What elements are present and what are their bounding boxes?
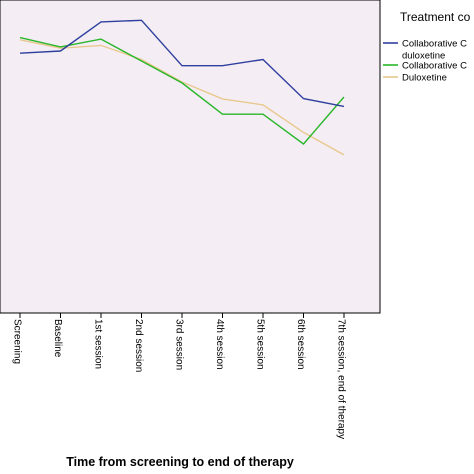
plot-area: [0, 0, 381, 314]
x-axis-label: Time from screening to end of therapy: [66, 455, 294, 469]
legend: Treatment co Collaborative CduloxetineCo…: [383, 10, 471, 84]
x-tick-label: Screening: [11, 319, 22, 364]
series-line-2: [19, 36, 345, 145]
x-tick-label: 5th session: [254, 319, 265, 370]
legend-label-1: Collaborative C: [402, 39, 467, 50]
series-layer: [19, 19, 345, 156]
x-tick-label: 1st session: [92, 319, 103, 369]
legend-label-2: Collaborative C: [402, 61, 467, 72]
legend-label-3: Duloxetine: [402, 73, 447, 84]
x-tick-label: 4th session: [214, 319, 225, 370]
x-tick-label: 6th session: [295, 319, 306, 370]
x-tick-label: Baseline: [52, 319, 63, 358]
series-line-3: [19, 39, 345, 156]
x-tick-label: 3rd session: [173, 319, 184, 370]
x-tick-label: 2nd session: [133, 319, 144, 372]
legend-title: Treatment co: [400, 10, 471, 24]
x-axis: Screening Baseline 1st session 2nd session 3…: [11, 313, 346, 439]
legend-label-1-line2: duloxetine: [402, 51, 445, 62]
series-line-1: [19, 19, 345, 108]
x-tick-label: 7th session, end of therapy: [335, 319, 346, 439]
